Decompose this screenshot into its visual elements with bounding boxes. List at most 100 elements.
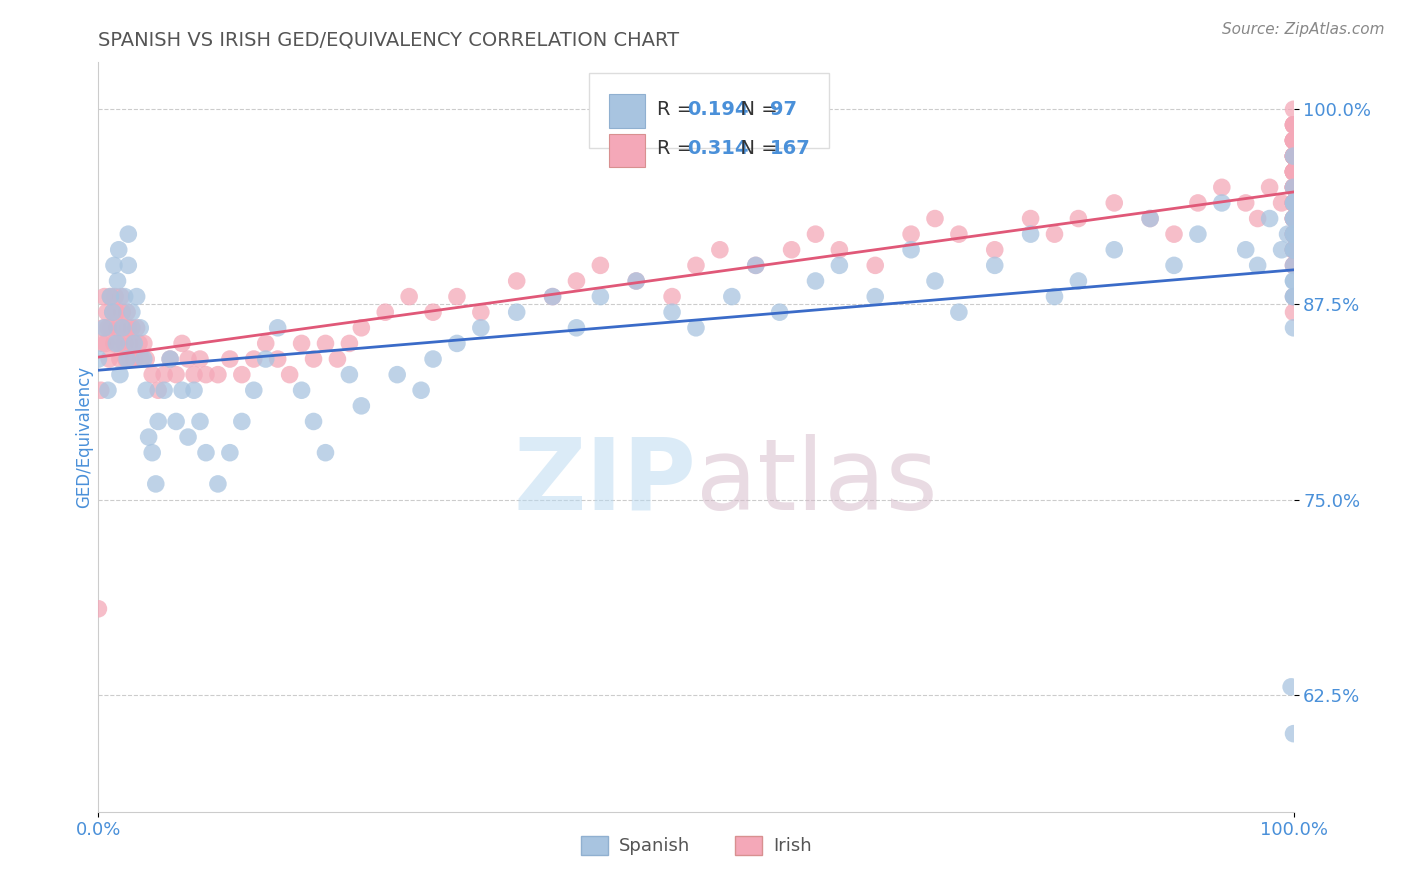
Point — [506, 274, 529, 288]
Point — [195, 368, 218, 382]
Point — [1282, 149, 1305, 163]
Point — [132, 351, 155, 366]
Point — [1282, 149, 1305, 163]
Point — [121, 320, 143, 334]
Point — [948, 227, 970, 241]
Point — [1282, 227, 1305, 241]
Point — [108, 351, 131, 366]
Point — [446, 289, 468, 303]
Point — [1282, 149, 1305, 163]
Text: R =         N =    
          R =         N =: R = N = R = N = — [600, 85, 818, 136]
Point — [1282, 180, 1305, 194]
Point — [188, 351, 211, 366]
Y-axis label: GED/Equivalency: GED/Equivalency — [75, 366, 93, 508]
Point — [145, 477, 167, 491]
Point — [1282, 196, 1305, 211]
Point — [1282, 164, 1305, 178]
Point — [120, 351, 142, 366]
Point — [1282, 180, 1305, 194]
Point — [1019, 227, 1042, 241]
Point — [291, 336, 314, 351]
Point — [103, 336, 125, 351]
Point — [1282, 180, 1305, 194]
Point — [124, 351, 146, 366]
Point — [924, 211, 946, 226]
Point — [128, 336, 150, 351]
Point — [506, 305, 529, 319]
Point — [177, 430, 200, 444]
Point — [254, 336, 277, 351]
Point — [207, 477, 229, 491]
Point — [141, 368, 163, 382]
Point — [159, 351, 181, 366]
Point — [565, 274, 588, 288]
Point — [1282, 149, 1305, 163]
Point — [828, 243, 851, 257]
Point — [1282, 211, 1305, 226]
Point — [745, 258, 768, 272]
Text: 0.314: 0.314 — [688, 139, 749, 158]
Point — [1282, 196, 1305, 211]
Point — [1282, 211, 1305, 226]
Point — [1279, 680, 1302, 694]
Point — [125, 320, 148, 334]
Point — [661, 305, 683, 319]
Point — [177, 351, 200, 366]
Point — [254, 351, 277, 366]
Point — [93, 289, 115, 303]
Point — [219, 446, 242, 460]
Point — [129, 320, 152, 334]
Point — [339, 336, 361, 351]
Point — [138, 430, 160, 444]
Point — [105, 336, 128, 351]
Point — [315, 446, 337, 460]
Point — [231, 368, 253, 382]
Point — [948, 305, 970, 319]
Point — [984, 243, 1007, 257]
Point — [302, 414, 325, 429]
Point — [721, 289, 744, 303]
Point — [589, 258, 612, 272]
Point — [865, 289, 887, 303]
Point — [1139, 211, 1161, 226]
Text: atlas: atlas — [696, 434, 938, 531]
Point — [1282, 211, 1305, 226]
Point — [1282, 211, 1305, 226]
Point — [219, 351, 242, 366]
Point — [1282, 118, 1305, 132]
Point — [1163, 227, 1185, 241]
Point — [103, 258, 125, 272]
Point — [1247, 211, 1270, 226]
Point — [828, 258, 851, 272]
Point — [350, 399, 373, 413]
Point — [1282, 243, 1305, 257]
Point — [1282, 196, 1305, 211]
Point — [565, 320, 588, 334]
Point — [1282, 196, 1305, 211]
Point — [1282, 164, 1305, 178]
Point — [183, 384, 205, 398]
Point — [117, 320, 139, 334]
Point — [111, 305, 134, 319]
Point — [685, 258, 707, 272]
Point — [1282, 149, 1305, 163]
Point — [1282, 211, 1305, 226]
Point — [470, 320, 492, 334]
Point — [1282, 211, 1305, 226]
Point — [1187, 227, 1209, 241]
Point — [1282, 149, 1305, 163]
Point — [1282, 149, 1305, 163]
Point — [1282, 289, 1305, 303]
Point — [1282, 164, 1305, 178]
Point — [1282, 196, 1305, 211]
Point — [804, 227, 827, 241]
Point — [768, 305, 790, 319]
Point — [1247, 258, 1270, 272]
Point — [148, 384, 170, 398]
Point — [374, 305, 396, 319]
Point — [114, 289, 136, 303]
Point — [804, 274, 827, 288]
Point — [1258, 211, 1281, 226]
Point — [1282, 118, 1305, 132]
Point — [110, 289, 132, 303]
